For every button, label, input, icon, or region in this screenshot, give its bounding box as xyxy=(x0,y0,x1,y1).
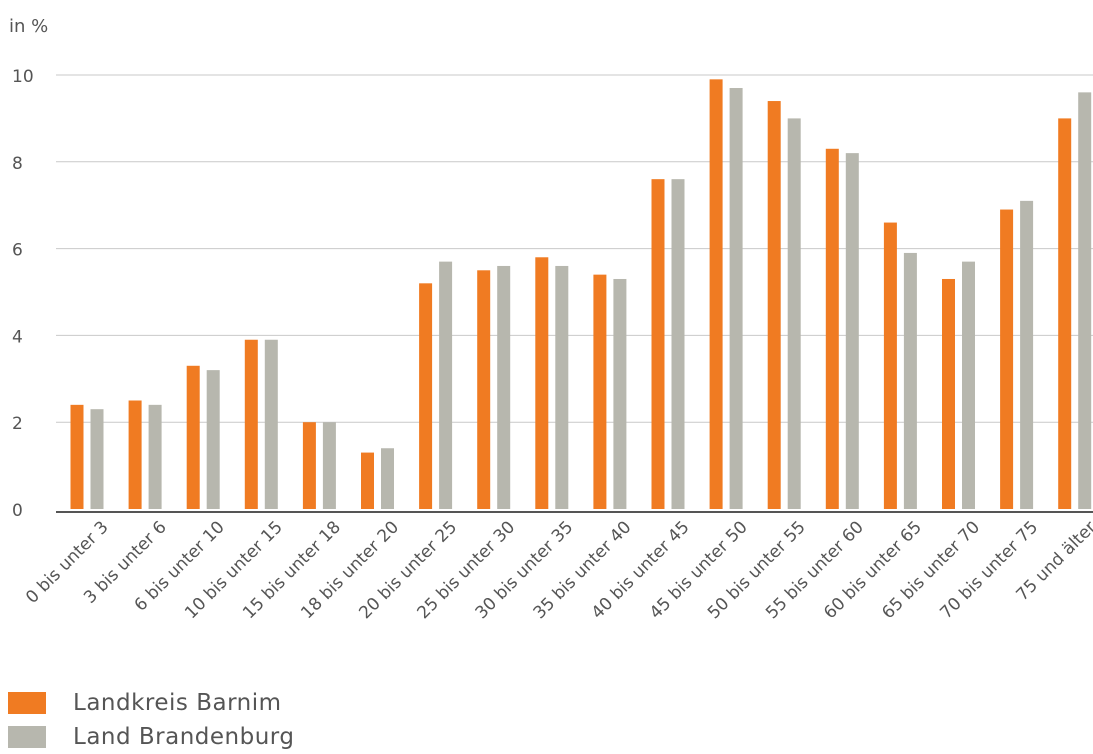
bar-barnim xyxy=(70,404,84,509)
x-tick-label: 65 bis unter 70 xyxy=(878,517,984,623)
bar-barnim xyxy=(361,452,374,509)
bar-brandenburg xyxy=(381,448,394,509)
bar-barnim xyxy=(593,274,607,509)
x-tick-label: 35 bis unter 40 xyxy=(530,517,636,623)
y-axis-ticks: 0 2 4 6 8 10 xyxy=(12,67,34,521)
y-tick-label: 8 xyxy=(12,154,23,174)
bar-brandenburg xyxy=(613,278,627,509)
bar-chart: in % 0 2 4 6 8 10 0 bis unter 33 bis unter 66… xyxy=(9,16,1093,623)
y-tick-label: 2 xyxy=(12,414,23,434)
bar-brandenburg xyxy=(1078,92,1092,510)
gridlines xyxy=(56,74,1093,423)
x-tick-label: 60 bis unter 65 xyxy=(820,517,926,623)
x-tick-label: 10 bis unter 15 xyxy=(181,517,287,623)
bar-brandenburg xyxy=(845,153,859,509)
x-tick-label: 40 bis unter 45 xyxy=(588,517,694,623)
bar-brandenburg xyxy=(671,179,685,509)
bar-brandenburg xyxy=(497,265,511,509)
x-tick-label: 25 bis unter 30 xyxy=(414,517,520,623)
x-tick-label: 45 bis unter 50 xyxy=(646,517,752,623)
legend-label-barnim: Landkreis Barnim xyxy=(73,690,282,716)
bar-barnim xyxy=(419,283,433,509)
bar-brandenburg xyxy=(206,370,220,509)
x-tick-label: 15 bis unter 18 xyxy=(239,517,345,623)
bar-barnim xyxy=(244,339,258,509)
x-tick-label: 20 bis unter 25 xyxy=(355,517,461,623)
bar-brandenburg xyxy=(787,118,801,510)
legend-label-brandenburg: Land Brandenburg xyxy=(73,724,295,750)
bar-barnim xyxy=(1058,118,1072,510)
bar-barnim xyxy=(883,222,897,509)
bar-brandenburg xyxy=(903,252,917,509)
bar-barnim xyxy=(942,278,955,509)
legend-swatch-barnim xyxy=(8,692,46,714)
bar-brandenburg xyxy=(90,409,104,509)
bar-barnim xyxy=(302,422,316,509)
x-axis-ticks: 0 bis unter 33 bis unter 66 bis unter 10… xyxy=(22,517,1093,623)
bar-barnim xyxy=(709,79,723,509)
bar-brandenburg xyxy=(439,261,453,509)
x-tick-label: 18 bis unter 20 xyxy=(297,517,403,623)
bar-barnim xyxy=(186,365,200,509)
bar-brandenburg xyxy=(322,422,336,509)
bar-brandenburg xyxy=(1020,200,1034,510)
x-tick-label: 30 bis unter 35 xyxy=(472,517,578,623)
x-tick-label: 50 bis unter 55 xyxy=(704,517,810,623)
bar-brandenburg xyxy=(729,88,743,510)
y-tick-label: 4 xyxy=(12,327,23,347)
x-tick-label: 55 bis unter 60 xyxy=(762,517,868,623)
bar-brandenburg xyxy=(962,261,975,509)
bar-barnim xyxy=(1000,209,1014,510)
bar-barnim xyxy=(825,148,839,509)
x-tick-label: 70 bis unter 75 xyxy=(936,517,1042,623)
bar-barnim xyxy=(128,400,142,509)
bar-brandenburg xyxy=(264,339,278,509)
bar-brandenburg xyxy=(555,265,569,509)
y-axis-label: in % xyxy=(9,16,48,37)
y-tick-label: 10 xyxy=(12,67,34,87)
legend-item-barnim: Landkreis Barnim xyxy=(8,686,294,720)
bar-barnim xyxy=(651,179,665,509)
bar-brandenburg xyxy=(148,404,162,509)
bar-barnim xyxy=(477,270,491,509)
y-tick-label: 0 xyxy=(12,501,23,521)
legend-swatch-brandenburg xyxy=(8,726,46,748)
bar-barnim xyxy=(767,101,781,509)
legend: Landkreis Barnim Land Brandenburg xyxy=(8,686,294,754)
legend-item-brandenburg: Land Brandenburg xyxy=(8,720,294,754)
bars xyxy=(70,79,1092,510)
bar-barnim xyxy=(535,257,549,509)
y-tick-label: 6 xyxy=(12,241,23,261)
